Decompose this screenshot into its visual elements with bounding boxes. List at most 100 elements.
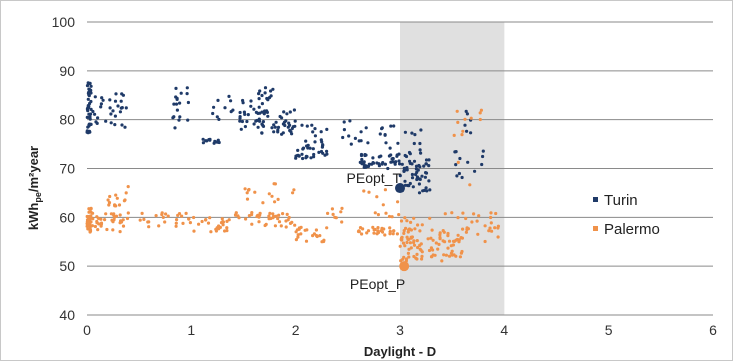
point-palermo-6-14 (292, 188, 296, 192)
point-turin-0-44 (87, 87, 91, 91)
x-tick-5: 5 (605, 322, 613, 338)
point-turin-6-24 (257, 117, 261, 121)
point-palermo-12-11 (430, 228, 434, 232)
point-turin-11-40 (377, 164, 381, 168)
point-palermo-14-8 (460, 133, 464, 137)
point-palermo-3-12 (157, 224, 161, 228)
point-turin-11-6 (398, 162, 402, 166)
point-turin-0-22 (86, 97, 90, 101)
series-palermo (85, 108, 500, 263)
y-tick-90: 90 (59, 63, 75, 79)
point-palermo-0-30 (89, 220, 93, 224)
point-palermo-1-33 (112, 212, 116, 216)
point-palermo-13-27 (489, 221, 493, 225)
point-palermo-12-6 (413, 227, 417, 231)
point-turin-10-1 (341, 135, 345, 140)
point-palermo-1-23 (93, 224, 97, 229)
point-palermo-11-62 (402, 255, 406, 259)
point-turin-13-15 (427, 179, 431, 183)
point-turin-14-8 (403, 153, 407, 158)
point-palermo-9-4 (365, 231, 369, 235)
point-turin-8-19 (312, 152, 316, 157)
point-turin-13-46 (422, 164, 426, 168)
point-turin-6-43 (266, 114, 270, 118)
point-turin-9-1 (319, 130, 323, 134)
point-palermo-7-19 (295, 228, 299, 232)
point-palermo-14-11 (461, 129, 465, 133)
point-palermo-12-1 (420, 223, 424, 227)
point-palermo-9-17 (383, 233, 387, 237)
point-palermo-4-17 (206, 221, 211, 225)
point-turin-11-25 (389, 160, 393, 164)
point-palermo-9-29 (388, 229, 392, 233)
point-palermo-11-54 (407, 247, 411, 251)
point-palermo-14-3 (468, 183, 472, 187)
y-tick-60: 60 (59, 209, 75, 225)
point-turin-4-8 (216, 98, 220, 102)
point-palermo-4-16 (227, 218, 231, 222)
point-turin-12-0 (392, 124, 396, 128)
point-palermo-11-41 (431, 248, 435, 252)
point-turin-1-20 (93, 112, 97, 116)
point-palermo-14-9 (456, 160, 460, 164)
point-palermo-11-34 (416, 245, 420, 250)
point-palermo-3-22 (154, 214, 158, 218)
point-palermo-8-5 (340, 206, 344, 210)
point-palermo-2-2 (124, 191, 128, 195)
point-palermo-13-21 (494, 211, 498, 216)
point-palermo-8-4 (339, 210, 343, 214)
point-palermo-12-15 (409, 228, 413, 232)
point-turin-4-0 (215, 115, 219, 119)
point-turin-13-53 (402, 169, 406, 173)
point-palermo-3-24 (184, 211, 188, 215)
point-turin-1-16 (113, 114, 117, 118)
point-turin-14-0 (412, 141, 416, 146)
point-palermo-6-4 (245, 191, 249, 195)
point-turin-8-0 (300, 152, 304, 156)
point-palermo-5-3 (277, 220, 282, 224)
point-turin-4-4 (231, 108, 235, 112)
point-turin-13-44 (403, 183, 408, 187)
point-turin-2-6 (185, 86, 189, 90)
point-turin-13-49 (424, 171, 428, 175)
point-palermo-12-12 (416, 223, 420, 227)
point-turin-13-30 (428, 188, 432, 192)
point-turin-1-5 (108, 106, 112, 110)
point-palermo-4-14 (225, 226, 229, 230)
point-palermo-13-22 (470, 220, 474, 224)
point-turin-6-36 (290, 132, 294, 136)
point-turin-11-32 (389, 153, 393, 157)
point-turin-10-11 (364, 126, 368, 130)
point-palermo-1-1 (109, 212, 113, 216)
point-palermo-13-3 (475, 219, 479, 223)
point-turin-12-6 (396, 141, 400, 145)
point-palermo-11-19 (434, 241, 438, 245)
point-palermo-11-5 (420, 254, 424, 258)
point-palermo-11-77 (420, 250, 424, 254)
point-palermo-1-28 (114, 214, 119, 218)
point-turin-6-23 (260, 131, 264, 135)
point-turin-8-25 (321, 151, 325, 155)
point-turin-6-13 (293, 119, 297, 123)
point-palermo-5-39 (274, 214, 278, 218)
x-axis-title: Daylight - D (364, 344, 436, 359)
point-palermo-2-0 (115, 196, 119, 200)
point-palermo-6-9 (247, 187, 251, 192)
point-turin-6-0 (272, 123, 276, 127)
point-palermo-5-28 (258, 211, 262, 215)
point-palermo-5-24 (284, 219, 288, 223)
point-turin-7-2 (263, 91, 267, 95)
point-turin-11-26 (397, 159, 401, 163)
point-palermo-4-18 (209, 230, 213, 234)
point-turin-1-19 (113, 99, 118, 103)
point-palermo-13-10 (443, 212, 447, 216)
point-palermo-11-76 (429, 255, 434, 259)
point-turin-13-2 (417, 182, 421, 186)
point-palermo-3-7 (174, 224, 178, 228)
point-turin-8-10 (317, 150, 321, 154)
point-palermo-5-4 (273, 224, 277, 228)
point-turin-14-11 (403, 130, 407, 134)
point-palermo-1-25 (99, 224, 103, 228)
point-turin-2-3 (178, 115, 182, 119)
